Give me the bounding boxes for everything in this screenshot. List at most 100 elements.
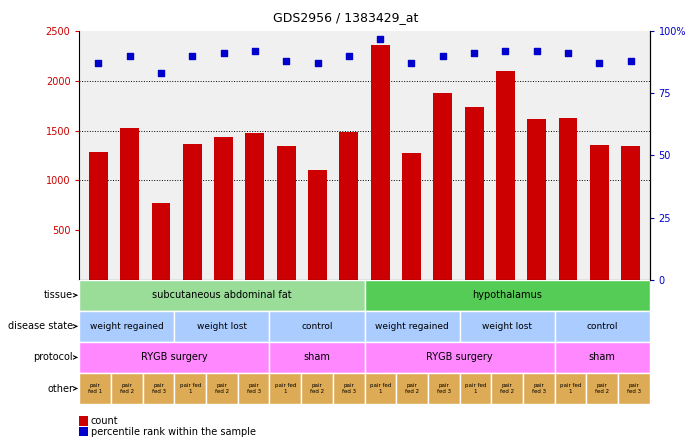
Text: RYGB surgery: RYGB surgery	[141, 353, 208, 362]
Point	[124, 52, 135, 59]
Point	[155, 70, 167, 77]
Point	[406, 60, 417, 67]
Bar	[183, 144, 202, 280]
Bar	[245, 132, 264, 280]
Bar	[364, 373, 396, 404]
Bar	[120, 127, 139, 280]
Text: other: other	[47, 384, 73, 393]
Bar	[79, 342, 269, 373]
Bar	[174, 311, 269, 342]
Text: pair
fed 3: pair fed 3	[247, 383, 261, 394]
Text: subcutaneous abdominal fat: subcutaneous abdominal fat	[152, 290, 292, 300]
Text: pair
fed 2: pair fed 2	[120, 383, 134, 394]
Text: weight lost: weight lost	[482, 322, 532, 331]
Point	[281, 57, 292, 64]
Bar	[89, 152, 108, 280]
Bar	[621, 147, 640, 280]
Bar	[554, 311, 650, 342]
Bar	[238, 373, 269, 404]
Text: weight regained: weight regained	[375, 322, 449, 331]
Bar	[433, 93, 452, 280]
Text: pair fed
1: pair fed 1	[180, 383, 201, 394]
Bar	[364, 280, 650, 311]
Bar	[586, 373, 618, 404]
Bar	[465, 107, 484, 280]
Text: disease state: disease state	[8, 321, 73, 331]
Bar	[364, 342, 554, 373]
Text: count: count	[91, 416, 118, 426]
Point	[437, 52, 448, 59]
Bar	[402, 154, 421, 280]
Bar	[460, 311, 554, 342]
Bar	[111, 373, 143, 404]
Point	[375, 35, 386, 42]
Text: pair
fed 3: pair fed 3	[151, 383, 166, 394]
Bar	[277, 147, 296, 280]
Bar	[269, 373, 301, 404]
Bar	[554, 373, 586, 404]
Bar	[79, 280, 364, 311]
Bar	[214, 138, 233, 280]
Bar	[559, 118, 578, 280]
Bar	[460, 373, 491, 404]
Text: control: control	[301, 322, 333, 331]
Text: pair
fed 3: pair fed 3	[531, 383, 546, 394]
Text: pair
fed 1: pair fed 1	[88, 383, 102, 394]
Bar	[174, 373, 206, 404]
Text: pair
fed 2: pair fed 2	[215, 383, 229, 394]
Point	[562, 50, 574, 57]
Text: RYGB surgery: RYGB surgery	[426, 353, 493, 362]
Bar	[396, 373, 428, 404]
Text: pair
fed 3: pair fed 3	[437, 383, 451, 394]
Bar	[496, 71, 515, 280]
Bar	[371, 45, 390, 280]
Text: pair
fed 3: pair fed 3	[341, 383, 356, 394]
Bar	[491, 373, 523, 404]
Bar	[523, 373, 554, 404]
Bar	[364, 311, 460, 342]
Text: weight lost: weight lost	[197, 322, 247, 331]
Text: control: control	[586, 322, 618, 331]
Point	[468, 50, 480, 57]
Point	[249, 48, 261, 55]
Text: pair
fed 2: pair fed 2	[310, 383, 324, 394]
Text: pair
fed 2: pair fed 2	[405, 383, 419, 394]
Text: GDS2956 / 1383429_at: GDS2956 / 1383429_at	[273, 11, 418, 24]
Point	[531, 48, 542, 55]
Bar	[269, 342, 365, 373]
Text: pair
fed 2: pair fed 2	[500, 383, 514, 394]
Bar	[79, 311, 174, 342]
Point	[594, 60, 605, 67]
Bar	[79, 373, 111, 404]
Point	[500, 48, 511, 55]
Point	[343, 52, 354, 59]
Bar	[333, 373, 364, 404]
Bar	[301, 373, 333, 404]
Bar	[339, 131, 358, 280]
Text: sham: sham	[589, 353, 616, 362]
Text: pair fed
1: pair fed 1	[274, 383, 296, 394]
Point	[93, 60, 104, 67]
Point	[312, 60, 323, 67]
Bar	[151, 203, 170, 280]
Bar	[428, 373, 460, 404]
Text: pair
fed 3: pair fed 3	[627, 383, 641, 394]
Text: pair fed
1: pair fed 1	[464, 383, 486, 394]
Text: protocol: protocol	[33, 353, 73, 362]
Text: weight regained: weight regained	[90, 322, 164, 331]
Text: hypothalamus: hypothalamus	[472, 290, 542, 300]
Text: sham: sham	[303, 353, 330, 362]
Text: pair fed
1: pair fed 1	[560, 383, 581, 394]
Bar	[590, 146, 609, 280]
Point	[187, 52, 198, 59]
Bar	[527, 119, 546, 280]
Bar	[308, 170, 327, 280]
Bar	[269, 311, 365, 342]
Text: tissue: tissue	[44, 290, 73, 300]
Text: percentile rank within the sample: percentile rank within the sample	[91, 427, 256, 436]
Bar	[554, 342, 650, 373]
Bar	[206, 373, 238, 404]
Bar	[618, 373, 650, 404]
Bar	[143, 373, 174, 404]
Point	[625, 57, 636, 64]
